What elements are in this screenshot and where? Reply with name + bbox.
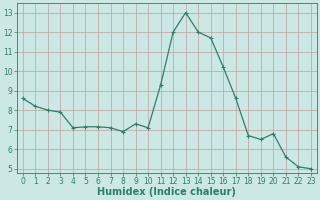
X-axis label: Humidex (Indice chaleur): Humidex (Indice chaleur) [98, 187, 236, 197]
